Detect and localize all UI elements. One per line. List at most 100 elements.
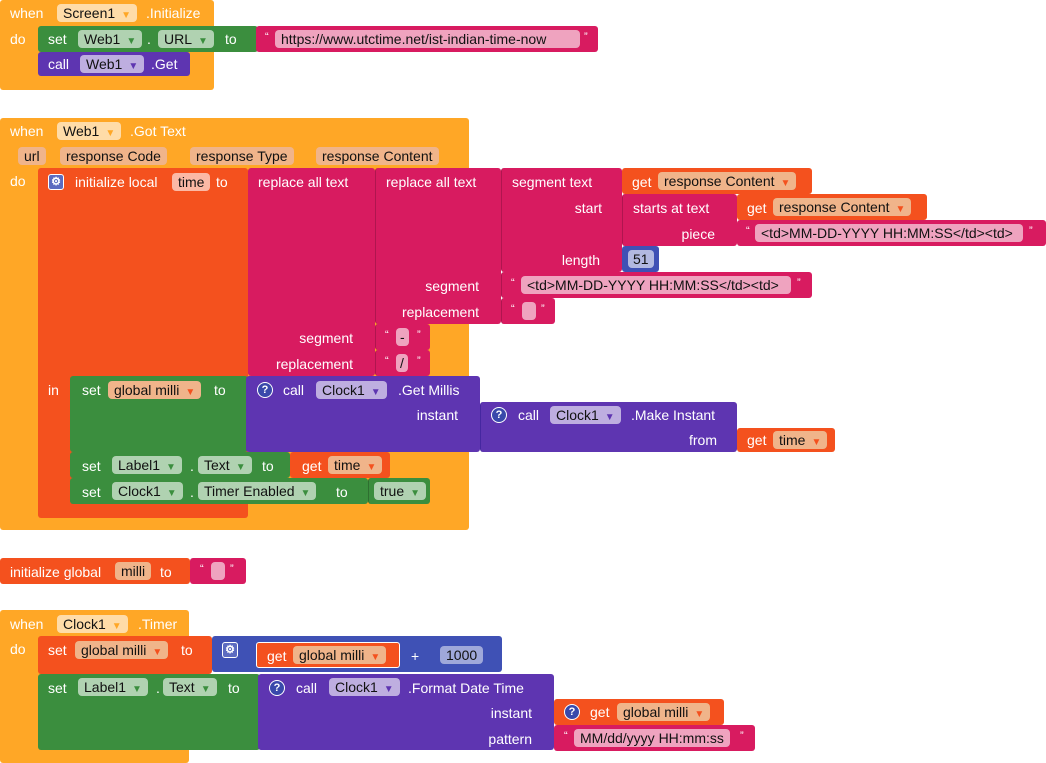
set-web1-url-block[interactable]: set Web1 ▼ . URL ▼ to [38, 26, 258, 52]
get-response-content-block[interactable]: get response Content ▼ [737, 194, 927, 220]
variable-dropdown[interactable]: response Content ▼ [773, 198, 912, 216]
component-dropdown[interactable]: Clock1 ▼ [316, 381, 387, 399]
component-dropdown[interactable]: Label1 ▼ [78, 678, 148, 696]
help-icon[interactable]: ? [491, 407, 507, 423]
text-field[interactable] [211, 562, 225, 580]
component-dropdown[interactable]: Clock1 ▼ [57, 615, 128, 633]
property-dropdown[interactable]: URL ▼ [158, 30, 214, 48]
dropdown-arrow-icon: ▼ [105, 128, 116, 139]
set-label: set [82, 458, 101, 474]
pattern-label: pattern [488, 731, 532, 747]
set-label: set [48, 642, 67, 658]
dropdown-arrow-icon: ▼ [121, 10, 132, 21]
segment-text-block[interactable]: “ <td>MM-DD-YYYY HH:MM:SS</td><td> ” [501, 272, 812, 298]
when-label: when [10, 123, 44, 139]
help-icon[interactable]: ? [564, 704, 580, 720]
get-response-content-block[interactable]: get response Content ▼ [622, 168, 812, 194]
param-response-content[interactable]: response Content [316, 147, 439, 165]
component-dropdown[interactable]: Web1 ▼ [78, 30, 143, 48]
text-field[interactable]: - [396, 328, 409, 346]
call-label: call [283, 382, 305, 398]
variable-dropdown[interactable]: response Content ▼ [658, 172, 797, 190]
component-dropdown[interactable]: Clock1 ▼ [112, 482, 183, 500]
quote-open: “ [200, 563, 204, 575]
component-dropdown[interactable]: Web1 ▼ [57, 122, 122, 140]
property-dropdown[interactable]: Timer Enabled ▼ [198, 482, 317, 500]
dropdown-arrow-icon: ▼ [152, 647, 163, 658]
boolean-dropdown[interactable]: true ▼ [374, 482, 427, 500]
event-name: .Initialize [146, 5, 201, 21]
call-clock1-makeinstant-block[interactable]: ? call Clock1 ▼ .Make Instant from [480, 402, 737, 452]
text-field[interactable]: <td>MM-DD-YYYY HH:MM:SS</td><td> [755, 224, 1023, 242]
slash-text-block[interactable]: “ / ” [375, 350, 430, 376]
quote-open: “ [511, 277, 515, 289]
text-field[interactable]: / [396, 354, 408, 372]
get-time-block[interactable]: get time ▼ [290, 452, 390, 478]
dash-text-block[interactable]: “ - ” [375, 324, 430, 350]
param-response-type[interactable]: response Type [190, 147, 294, 165]
empty-text-block[interactable]: “ ” [501, 298, 555, 324]
initialize-global-block[interactable]: initialize global milli to [0, 558, 190, 584]
text-field[interactable]: <td>MM-DD-YYYY HH:MM:SS</td><td> [521, 276, 791, 294]
dropdown-value: Label1 [84, 679, 127, 695]
gear-icon[interactable]: ⚙ [48, 174, 64, 190]
empty-text-block[interactable]: “ ” [190, 558, 246, 584]
get-global-milli-block[interactable]: ? get global milli ▼ [554, 699, 724, 725]
help-icon[interactable]: ? [257, 382, 273, 398]
help-icon[interactable]: ? [269, 680, 285, 696]
text-field[interactable] [522, 302, 536, 320]
param-url[interactable]: url [18, 147, 46, 165]
true-block[interactable]: true ▼ [368, 478, 430, 504]
piece-text-block[interactable]: “ <td>MM-DD-YYYY HH:MM:SS</td><td> ” [737, 220, 1046, 246]
set-clock1-timerenabled-block[interactable]: set Clock1 ▼ . Timer Enabled ▼ to [70, 478, 368, 504]
pattern-text-block[interactable]: “ MM/dd/yyyy HH:mm:ss ” [554, 725, 755, 751]
length-label: length [561, 252, 600, 268]
dropdown-arrow-icon: ▼ [128, 61, 139, 72]
set-global-milli-block[interactable]: set global milli ▼ to [70, 376, 248, 452]
global-var-name[interactable]: milli [115, 562, 152, 580]
call-clock1-getmillis-block[interactable]: ? call Clock1 ▼ .Get Millis instant [246, 376, 480, 452]
dropdown-arrow-icon: ▼ [126, 36, 137, 47]
variable-dropdown[interactable]: global milli ▼ [108, 381, 202, 399]
text-field[interactable]: https://www.utctime.net/ist-indian-time-… [275, 30, 580, 48]
component-dropdown[interactable]: Clock1 ▼ [550, 406, 621, 424]
variable-dropdown[interactable]: time ▼ [328, 456, 383, 474]
replace-all-inner-block[interactable]: replace all text segment replacement [375, 168, 501, 324]
local-var-name[interactable]: time [172, 173, 211, 191]
replacement-label: replacement [401, 304, 479, 320]
replace-all-outer-block[interactable]: replace all text segment replacement [248, 168, 375, 376]
component-dropdown[interactable]: Screen1 ▼ [57, 4, 138, 22]
call-label: call [48, 56, 70, 72]
get-label: get [632, 174, 652, 190]
variable-dropdown[interactable]: global milli ▼ [617, 703, 711, 721]
segment-block[interactable]: segment text start length [501, 168, 622, 272]
number-field[interactable]: 51 [628, 250, 654, 268]
to-label: to [216, 174, 228, 190]
component-dropdown[interactable]: Web1 ▼ [80, 55, 145, 73]
call-web1-get-block[interactable]: call Web1 ▼ .Get [38, 52, 190, 76]
param-response-code[interactable]: response Code [60, 147, 167, 165]
variable-dropdown[interactable]: global milli ▼ [293, 646, 387, 664]
set-label1-text-block[interactable]: set Label1 ▼ . Text ▼ to [70, 452, 290, 478]
number-field[interactable]: 1000 [440, 646, 484, 664]
get-global-milli-block[interactable]: get global milli ▼ [256, 642, 400, 668]
component-dropdown[interactable]: Label1 ▼ [112, 456, 182, 474]
dropdown-value: time [779, 432, 806, 448]
property-dropdown[interactable]: Text ▼ [163, 678, 217, 696]
property-dropdown[interactable]: Text ▼ [198, 456, 252, 474]
variable-dropdown[interactable]: global milli ▼ [75, 641, 169, 659]
component-dropdown[interactable]: Clock1 ▼ [329, 678, 400, 696]
url-text-block[interactable]: “ https://www.utctime.net/ist-indian-tim… [256, 26, 598, 52]
gear-icon[interactable]: ⚙ [222, 642, 238, 658]
number-block[interactable]: 51 [622, 246, 659, 272]
set-global-milli-block[interactable]: set global milli ▼ to [38, 636, 212, 674]
set-label: set [48, 680, 67, 696]
text-field[interactable]: MM/dd/yyyy HH:mm:ss [574, 729, 730, 747]
to-label: to [181, 642, 193, 658]
init-global-label: initialize global [10, 564, 102, 580]
set-label1-text-block[interactable]: set Label1 ▼ . Text ▼ to [38, 674, 260, 750]
variable-dropdown[interactable]: time ▼ [773, 431, 828, 449]
starts-at-block[interactable]: starts at text piece [622, 194, 737, 246]
get-time-block[interactable]: get time ▼ [737, 428, 835, 452]
call-clock1-formatdatetime-block[interactable]: ? call Clock1 ▼ .Format Date Time instant… [258, 674, 554, 750]
